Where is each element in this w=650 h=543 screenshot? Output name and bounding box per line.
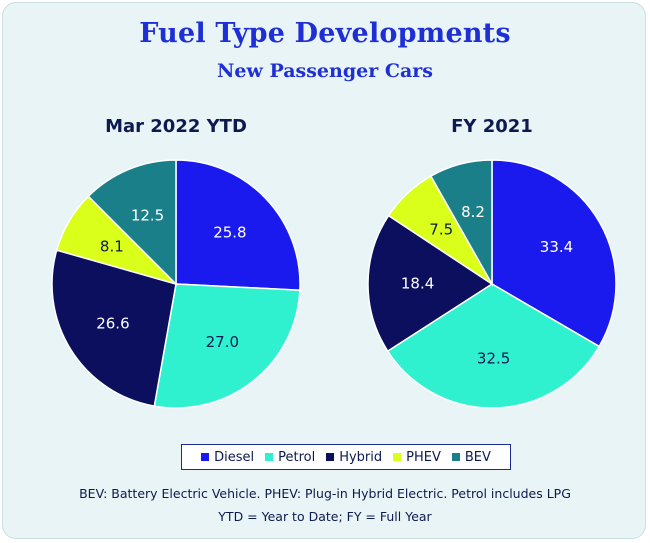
pie-fy-2021-data-label-hybrid: 18.4	[401, 275, 434, 293]
pie-mar-2022-ytd-data-label-phev: 8.1	[100, 237, 124, 255]
pie-chart-mar-2022-ytd: 25.8 27.0 26.6 8.1 12.5	[51, 159, 301, 409]
footnote-definitions: BEV: Battery Electric Vehicle. PHEV: Plu…	[79, 486, 571, 501]
chart-legend: Diesel Petrol Hybrid PHEV BEV	[181, 444, 511, 470]
pie-title-mar-2022-ytd: Mar 2022 YTD	[105, 116, 247, 137]
legend-swatch-petrol	[265, 453, 274, 461]
pie-fy-2021-data-label-diesel: 33.4	[540, 238, 573, 256]
legend-label-hybrid: Hybrid	[339, 449, 383, 465]
pie-mar-2022-ytd-data-label-petrol: 27.0	[206, 333, 239, 351]
pie-mar-2022-ytd-data-label-diesel: 25.8	[213, 224, 246, 242]
legend-label-phev: PHEV	[406, 449, 441, 465]
legend-item-petrol: Petrol	[265, 450, 315, 465]
pie-mar-2022-ytd-data-label-bev: 12.5	[131, 206, 164, 224]
legend-item-phev: PHEV	[393, 450, 441, 465]
pie-mar-2022-ytd-data-label-hybrid: 26.6	[96, 314, 129, 332]
pie-fy-2021-data-label-petrol: 32.5	[477, 349, 510, 367]
chart-main-title: Fuel Type Developments	[139, 18, 511, 49]
pie-mar-2022-ytd-slice-bev	[87, 159, 177, 286]
footnote-abbreviations: YTD = Year to Date; FY = Full Year	[218, 509, 432, 524]
pie-mar-2022-ytd-slice-petrol	[153, 283, 301, 409]
legend-label-bev: BEV	[464, 449, 491, 465]
legend-item-hybrid: Hybrid	[326, 450, 382, 465]
pie-fy-2021-slice-petrol	[386, 283, 601, 409]
pie-fy-2021-slice-hybrid	[367, 214, 494, 353]
chart-subtitle: New Passenger Cars	[217, 60, 433, 82]
pie-fy-2021-data-label-bev: 8.2	[461, 203, 485, 221]
legend-swatch-bev	[451, 453, 460, 461]
legend-swatch-diesel	[201, 453, 210, 461]
legend-label-petrol: Petrol	[278, 449, 316, 465]
pie-title-fy-2021: FY 2021	[451, 116, 533, 137]
pie-fy-2021-slice-diesel	[491, 159, 617, 348]
pie-chart-fy-2021: 33.4 32.5 18.4 7.5 8.2	[367, 159, 617, 409]
legend-label-diesel: Diesel	[214, 449, 255, 465]
legend-swatch-phev	[393, 453, 402, 461]
pie-mar-2022-ytd-slice-hybrid	[51, 249, 177, 407]
legend-item-diesel: Diesel	[201, 450, 254, 465]
pie-fy-2021-data-label-phev: 7.5	[429, 221, 453, 239]
pie-mar-2022-ytd-slice-diesel	[175, 159, 301, 292]
legend-swatch-hybrid	[326, 453, 335, 461]
legend-item-bev: BEV	[451, 449, 491, 465]
pie-fy-2021-slice-bev	[429, 159, 493, 287]
